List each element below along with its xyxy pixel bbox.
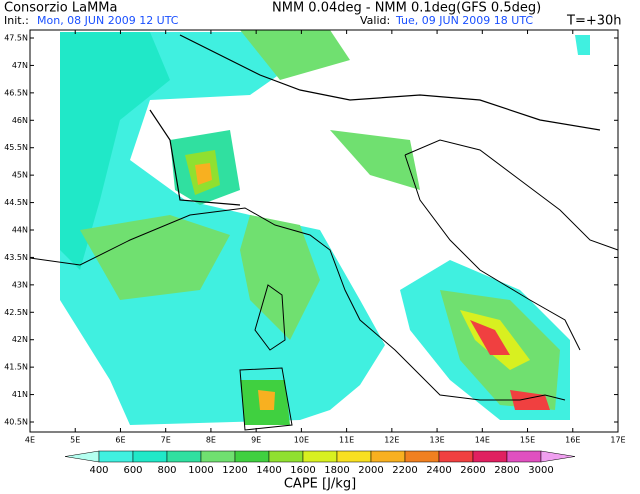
- colorbar-box: [200, 450, 236, 463]
- colorbar-box: [302, 450, 338, 463]
- colorbar-label: 800: [157, 465, 176, 476]
- lat-label: 44N: [12, 226, 28, 235]
- lat-label: 47.5N: [4, 34, 28, 43]
- colorbar-label: 3000: [528, 465, 553, 476]
- colorbar-box: [370, 450, 406, 463]
- lat-label: 47N: [12, 61, 28, 70]
- colorbar-box: [472, 450, 508, 463]
- colorbar-label: 2800: [494, 465, 519, 476]
- lon-label: 4E: [25, 436, 35, 445]
- lon-label: 16E: [565, 436, 580, 445]
- colorbar-label: 1800: [324, 465, 349, 476]
- lon-label: 12E: [384, 436, 399, 445]
- lon-label: 10E: [294, 436, 309, 445]
- lat-label: 40.5N: [4, 418, 28, 427]
- lon-label: 5E: [70, 436, 80, 445]
- colorbar-box: [336, 450, 372, 463]
- colorbar-label: 1400: [256, 465, 281, 476]
- init-label: Init.:: [4, 14, 29, 27]
- colorbar-triangle: [540, 450, 576, 463]
- colorbar-title: CAPE [J/kg]: [284, 477, 356, 492]
- colorbar-box: [166, 450, 202, 463]
- lon-label: 17E: [610, 436, 625, 445]
- source: Consorzio LaMMa: [4, 1, 117, 16]
- colorbar-box: [234, 450, 270, 463]
- lat-label: 42.5N: [4, 308, 28, 317]
- colorbar-label: 1000: [188, 465, 213, 476]
- lat-label: 43N: [12, 280, 28, 289]
- lon-label: 13E: [429, 436, 444, 445]
- colorbar-label: 1600: [290, 465, 315, 476]
- colorbar-box: [404, 450, 440, 463]
- lon-label: 9E: [251, 436, 261, 445]
- valid-value: Tue, 09 JUN 2009 18 UTC: [395, 14, 533, 27]
- colorbar: 400 600 800 1000 1200 1400 1600 1800 2000 2200 240…: [64, 450, 576, 476]
- colorbar-box: [438, 450, 474, 463]
- colorbar-label: 2000: [358, 465, 383, 476]
- colorbar-box: [268, 450, 304, 463]
- lat-label: 44.5N: [4, 198, 28, 207]
- lat-label: 45N: [12, 171, 28, 180]
- colorbar-label: 2600: [460, 465, 485, 476]
- lat-label: 41.5N: [4, 363, 28, 372]
- lon-label: 15E: [520, 436, 535, 445]
- lat-label: 46.5N: [4, 88, 28, 97]
- init-value: Mon, 08 JUN 2009 12 UTC: [37, 14, 179, 27]
- model: NMM 0.04deg - NMM 0.1deg(GFS 0.5deg): [272, 1, 541, 16]
- map-field: [29, 30, 619, 431]
- map-frame: [29, 29, 619, 433]
- lon-label: 6E: [115, 436, 125, 445]
- colorbar-label: 2400: [426, 465, 451, 476]
- lon-label: 14E: [475, 436, 490, 445]
- lead-time: T=+30h: [566, 14, 622, 29]
- colorbar-box: [98, 450, 134, 463]
- lat-label: 41N: [12, 390, 28, 399]
- lat-label: 45.5N: [4, 143, 28, 152]
- valid-label: Valid:: [360, 14, 390, 27]
- lon-label: 8E: [206, 436, 216, 445]
- colorbar-label: 600: [123, 465, 142, 476]
- axis-ticks: 47.5N 47N 46.5N 46N 45.5N 45N 44.5N 44N 43.5N 43N…: [4, 30, 626, 445]
- lat-label: 42N: [12, 335, 28, 344]
- lat-label: 43.5N: [4, 253, 28, 262]
- colorbar-box: [506, 450, 542, 463]
- lon-label: 11E: [339, 436, 354, 445]
- colorbar-label: 1200: [222, 465, 247, 476]
- colorbar-label: 400: [89, 465, 108, 476]
- lat-label: 46N: [12, 116, 28, 125]
- lon-label: 7E: [161, 436, 171, 445]
- colorbar-box: [132, 450, 168, 463]
- colorbar-triangle: [64, 450, 100, 463]
- colorbar-label: 2200: [392, 465, 417, 476]
